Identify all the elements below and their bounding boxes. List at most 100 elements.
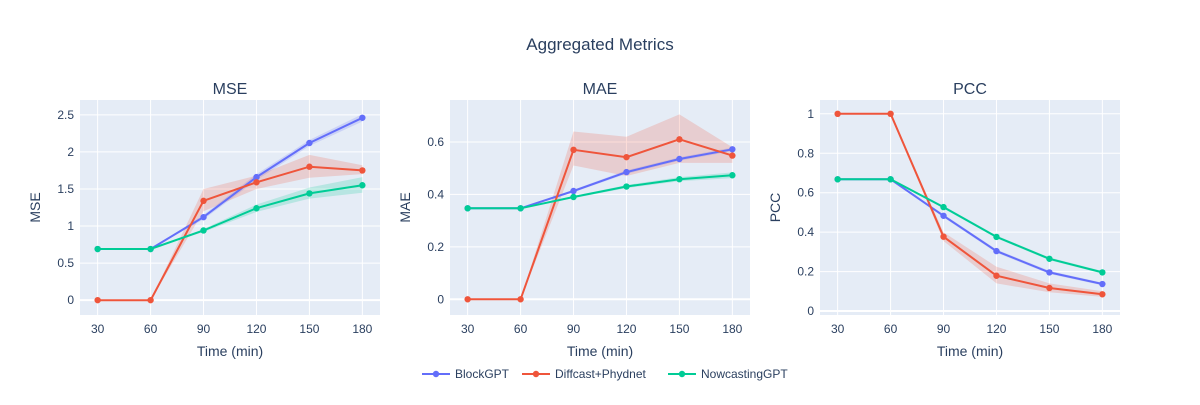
- x-tick-label: 180: [1092, 322, 1112, 336]
- x-axis-label: Time (min): [197, 343, 263, 359]
- legend: BlockGPT Diffcast+Phydnet NowcastingGPT: [422, 367, 788, 381]
- y-tick-label: 0.2: [427, 240, 444, 254]
- data-point: [993, 272, 1000, 279]
- legend-marker: [678, 370, 686, 378]
- subplot-mse: 30 60 90 120 150 180 0 0.5 1 1.5 2 2.5 MSE Time (min)…: [27, 81, 380, 359]
- subplot-mae: 30 60 90 120 150 180 0 0.2 0.4 0.6 MAE Time (min) MA…: [397, 81, 750, 359]
- y-tick-label: 0.8: [797, 146, 814, 160]
- data-point: [729, 172, 736, 179]
- subplot-title: MSE: [213, 81, 248, 98]
- data-point: [676, 136, 683, 143]
- y-tick-label: 0.2: [797, 265, 814, 279]
- data-point: [464, 205, 471, 212]
- data-point: [517, 296, 524, 303]
- y-tick-label: 0.4: [797, 225, 814, 239]
- data-point: [306, 139, 313, 147]
- data-point: [1099, 269, 1106, 276]
- legend-item: Diffcast+Phydnet: [522, 367, 646, 381]
- y-tick-label: 0.4: [427, 187, 444, 201]
- data-point: [834, 176, 841, 183]
- y-tick-label: 0: [807, 304, 814, 318]
- data-point: [676, 175, 683, 183]
- y-tick-label: 2: [67, 145, 74, 159]
- y-tick-label: 0.6: [797, 186, 814, 200]
- data-point: [253, 173, 260, 181]
- x-tick-label: 150: [299, 322, 319, 336]
- legend-marker: [532, 370, 540, 378]
- y-tick-label: 1.5: [57, 182, 74, 196]
- confidence-band: [837, 113, 1103, 297]
- data-point: [834, 110, 841, 118]
- y-tick-label: 1: [67, 219, 74, 233]
- x-tick-label: 150: [1039, 322, 1059, 336]
- data-point: [517, 205, 524, 212]
- data-point: [623, 168, 630, 176]
- data-point: [147, 245, 154, 253]
- x-tick-label: 180: [352, 322, 372, 336]
- data-point: [253, 179, 260, 186]
- data-point: [940, 203, 947, 211]
- figure-title: Aggregated Metrics: [526, 35, 673, 54]
- data-point: [1099, 291, 1106, 298]
- data-point: [359, 114, 366, 121]
- x-tick-label: 60: [144, 322, 158, 336]
- y-axis-label: PCC: [767, 193, 783, 223]
- data-point: [1099, 280, 1106, 288]
- data-point: [306, 190, 313, 197]
- series-line: [837, 112, 1103, 296]
- data-point: [729, 146, 736, 153]
- subplot-title: PCC: [953, 81, 987, 98]
- legend-item: BlockGPT: [422, 367, 510, 381]
- data-point: [887, 110, 894, 118]
- data-point: [1046, 269, 1053, 276]
- data-point: [200, 197, 207, 205]
- data-point: [729, 152, 736, 159]
- y-tick-label: 1: [807, 107, 814, 121]
- legend-item: NowcastingGPT: [668, 367, 788, 381]
- x-tick-label: 30: [91, 322, 105, 336]
- legend-label: Diffcast+Phydnet: [555, 367, 646, 381]
- data-point: [570, 187, 577, 195]
- x-axis-label: Time (min): [567, 343, 633, 359]
- x-tick-label: 180: [722, 322, 742, 336]
- data-point: [993, 233, 1000, 241]
- series-line: [467, 138, 733, 301]
- legend-label: NowcastingGPT: [701, 367, 788, 381]
- y-tick-label: 0: [67, 293, 74, 307]
- data-point: [676, 155, 683, 163]
- data-point: [1046, 284, 1053, 292]
- subplot-pcc: 30 60 90 120 150 180 0 0.2 0.4 0.6 0.8 1 PCC Time (mi…: [767, 81, 1120, 359]
- data-point: [940, 212, 947, 219]
- y-axis-label: MAE: [397, 192, 413, 222]
- confidence-band: [97, 114, 363, 249]
- series-line: [97, 165, 363, 302]
- data-point: [993, 247, 1000, 255]
- data-point: [887, 176, 894, 183]
- data-point: [253, 205, 260, 212]
- x-tick-label: 60: [514, 322, 528, 336]
- confidence-band: [97, 177, 363, 249]
- data-point: [940, 233, 947, 240]
- y-tick-label: 0.5: [57, 256, 74, 270]
- data-point: [359, 167, 366, 174]
- data-point: [200, 213, 207, 221]
- data-point: [464, 296, 471, 303]
- x-tick-label: 120: [986, 322, 1006, 336]
- data-point: [623, 183, 630, 190]
- x-tick-label: 30: [461, 322, 475, 336]
- plot-area: [80, 100, 380, 315]
- data-point: [359, 182, 366, 189]
- data-point: [1046, 255, 1053, 262]
- x-tick-label: 90: [567, 322, 581, 336]
- y-tick-label: 2.5: [57, 108, 74, 122]
- x-tick-label: 60: [884, 322, 898, 336]
- x-tick-label: 120: [246, 322, 266, 336]
- plot-area: [820, 100, 1120, 315]
- x-axis-label: Time (min): [937, 343, 1003, 359]
- data-point: [147, 296, 154, 304]
- series-line: [837, 178, 1103, 274]
- data-point: [94, 245, 101, 253]
- data-point: [570, 146, 577, 154]
